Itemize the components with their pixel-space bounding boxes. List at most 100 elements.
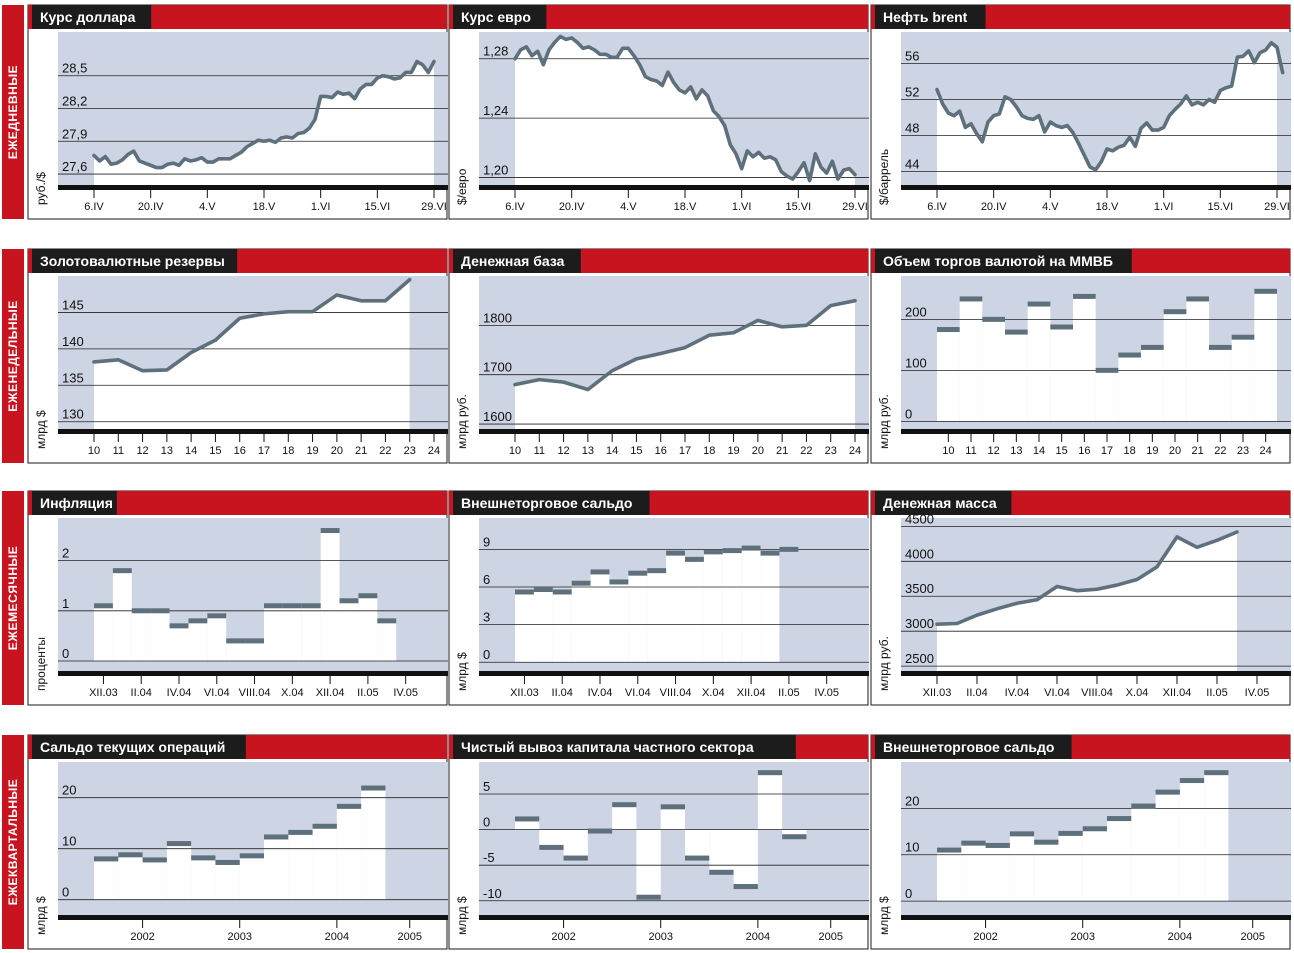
x-tick-label: 29.VI <box>421 201 447 213</box>
x-tick-label: 2005 <box>397 931 421 943</box>
x-tick-label: 22 <box>379 445 391 457</box>
row-label-bar <box>2 491 24 705</box>
step-bar <box>339 598 359 604</box>
step-bar <box>709 869 734 875</box>
step-bar <box>1050 324 1073 330</box>
future-shade <box>1237 518 1291 671</box>
y-tick-label: 3500 <box>905 581 934 596</box>
step-bar <box>1209 344 1232 350</box>
x-tick-label: II.05 <box>357 687 378 699</box>
y-tick-label: 1,24 <box>483 103 508 118</box>
title-tab <box>453 5 547 29</box>
step-area <box>142 859 167 900</box>
x-axis-bar <box>479 915 869 920</box>
y-axis-label: проценты <box>34 637 48 691</box>
step-bar <box>1005 329 1028 335</box>
step-area <box>937 850 962 902</box>
x-tick-label: VI.04 <box>1044 687 1070 699</box>
x-tick-label: 12 <box>557 445 569 457</box>
title-tab <box>32 491 117 515</box>
chart-panel: Инфляция 0 1 2 XII.03 II.04 IV.04 VI.04 VIII.04 X… <box>27 490 448 706</box>
area-under-line <box>94 61 434 185</box>
area-under-line <box>937 42 1283 185</box>
step-bar <box>1254 288 1277 294</box>
x-tick-label: 18 <box>1124 445 1136 457</box>
x-axis-bar <box>479 671 869 676</box>
chart-title: Нефть brent <box>883 9 968 25</box>
x-tick-label: 20 <box>1169 445 1181 457</box>
step-bar <box>666 550 685 556</box>
x-tick-label: II.04 <box>966 687 987 699</box>
step-area <box>226 640 246 661</box>
future-shade <box>434 518 448 671</box>
x-tick-label: 15 <box>209 445 221 457</box>
step-bar <box>590 569 610 575</box>
x-tick-label: 29.VI <box>1264 201 1290 213</box>
step-area <box>709 829 734 873</box>
step-bar <box>741 545 761 551</box>
x-tick-label: 2004 <box>746 931 770 943</box>
step-bar <box>937 327 960 333</box>
step-area <box>741 548 761 663</box>
y-axis-label: руб./$ <box>34 172 48 205</box>
step-area <box>515 591 534 663</box>
row-label-bar <box>2 735 24 949</box>
step-bar <box>94 856 119 862</box>
chart-panel: Золотовалютные резервы 130 135 140 145 10 11 12… <box>27 248 448 464</box>
step-bar <box>1141 344 1164 350</box>
chart-title: Внешнеторговое сальдо <box>883 739 1054 755</box>
x-tick-label: II.04 <box>131 687 152 699</box>
step-area <box>239 855 264 900</box>
step-area <box>264 836 289 900</box>
step-bar <box>245 638 264 644</box>
step-bar <box>1231 334 1255 340</box>
step-area <box>1163 311 1187 422</box>
step-bar <box>131 608 151 614</box>
x-tick-label: 15.VI <box>785 201 811 213</box>
x-tick-label: 13 <box>582 445 594 457</box>
area-under-line <box>94 279 410 429</box>
future-shade <box>855 32 869 185</box>
y-tick-label: 200 <box>905 304 927 319</box>
x-tick-label: II.05 <box>1206 687 1227 699</box>
step-area <box>1179 780 1205 902</box>
x-tick-label: 15 <box>630 445 642 457</box>
x-tick-label: 24 <box>428 445 440 457</box>
x-tick-label: 2003 <box>1070 931 1094 943</box>
y-tick-label: 1800 <box>483 310 512 325</box>
y-axis-label: $/баррель <box>877 149 891 205</box>
x-tick-label: II.04 <box>552 687 573 699</box>
x-tick-label: 23 <box>825 445 837 457</box>
step-bar <box>609 579 629 585</box>
chart-title: Денежная база <box>461 253 565 269</box>
step-area <box>666 553 685 663</box>
x-tick-label: 18 <box>282 445 294 457</box>
x-tick-label: 18.V <box>1096 201 1119 213</box>
chart-panel: Курс евро 1,20 1,24 1,28 6.IV 20.IV 4.V 18.V 1.V… <box>448 4 869 220</box>
x-tick-label: 18.V <box>253 201 276 213</box>
step-area <box>1155 792 1180 902</box>
step-bar <box>264 834 289 840</box>
step-bar <box>1095 367 1119 373</box>
x-tick-label: 13 <box>1010 445 1022 457</box>
row-labels: ЕЖЕДНЕВНЫЕ ЕЖЕНЕДЕЛЬНЫЕ ЕЖЕМЕСЯЧНЫЕ ЕЖЕКВАР… <box>2 5 24 949</box>
step-area <box>757 772 783 830</box>
step-area <box>245 640 264 661</box>
y-tick-label: 1,28 <box>483 44 508 59</box>
x-tick-label: 12 <box>136 445 148 457</box>
step-bar <box>982 316 1005 322</box>
step-bar <box>320 528 340 534</box>
x-tick-label: 2004 <box>325 931 349 943</box>
x-tick-label: 1.VI <box>1154 201 1174 213</box>
step-area <box>685 829 710 859</box>
y-axis-label: $/евро <box>455 168 469 205</box>
y-tick-label: 2500 <box>905 651 934 666</box>
step-bar <box>166 841 192 847</box>
y-tick-label: 20 <box>62 783 76 798</box>
y-tick-label: 1700 <box>483 360 512 375</box>
step-bar <box>660 804 685 810</box>
x-tick-label: X.04 <box>281 687 304 699</box>
title-tab <box>875 735 1072 759</box>
row-label: ЕЖЕКВАРТАЛЬНЫЕ <box>6 779 20 906</box>
step-bar <box>782 834 807 840</box>
